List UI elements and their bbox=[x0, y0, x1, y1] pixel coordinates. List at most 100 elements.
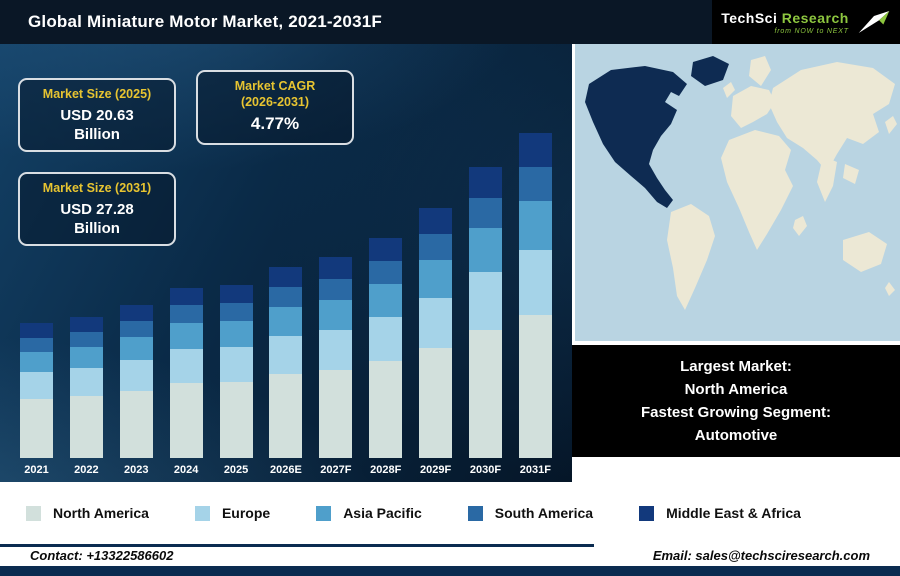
bar-stack bbox=[319, 257, 353, 458]
bar-segment-europe bbox=[20, 372, 53, 399]
map-uk bbox=[723, 82, 735, 98]
bar-segment-south-america bbox=[518, 167, 552, 201]
callout-title-line2: (2026-2031) bbox=[240, 94, 310, 109]
bar-segment-north-america bbox=[219, 382, 253, 458]
legend-label: North America bbox=[53, 505, 149, 521]
bar-segment-north-america bbox=[269, 374, 303, 458]
legend-swatch-asia-pacific bbox=[316, 505, 332, 521]
callout-title: Market Size (2025) bbox=[42, 87, 152, 101]
footer-bar: Contact: +13322586602 Email: sales@techs… bbox=[0, 544, 900, 566]
bar-segment-north-america bbox=[119, 391, 153, 458]
legend-item-north-america: North America bbox=[26, 505, 149, 521]
bar-stack bbox=[469, 167, 503, 458]
bar-segment-south-america bbox=[119, 321, 153, 337]
bar-segment-south-america bbox=[319, 279, 353, 300]
map-europe bbox=[731, 86, 775, 128]
legend-swatch-middle-east-africa bbox=[639, 505, 655, 521]
contact-email: Email: sales@techsciresearch.com bbox=[652, 547, 870, 563]
legend-swatch-south-america bbox=[467, 505, 483, 521]
legend-label: Europe bbox=[221, 505, 271, 521]
callout-market-size-2025: Market Size (2025) USD 20.63 Billion bbox=[18, 78, 176, 152]
bar-segment-south-america bbox=[20, 338, 53, 352]
legend-label: Middle East & Africa bbox=[666, 505, 801, 521]
bar-segment-europe bbox=[469, 272, 503, 330]
bar-segment-europe bbox=[319, 330, 353, 370]
bar-year-label: 2027F bbox=[320, 464, 352, 476]
bar-segment-north-america bbox=[69, 396, 103, 458]
bar-segment-south-america bbox=[369, 261, 403, 284]
bar-2023: 2023 bbox=[119, 305, 153, 478]
bar-segment-europe bbox=[269, 336, 303, 374]
callout-value: 4.77% bbox=[250, 114, 300, 134]
bar-stack bbox=[219, 285, 253, 458]
bar-stack bbox=[20, 323, 53, 458]
bar-year-label: 2021 bbox=[24, 464, 49, 476]
fastest-segment-value: Automotive bbox=[694, 427, 778, 445]
callout-value: USD 20.63 bbox=[60, 106, 134, 124]
bar-segment-north-america bbox=[518, 315, 552, 458]
callout-value: USD 27.28 bbox=[60, 200, 134, 218]
bar-segment-north-america bbox=[319, 370, 353, 458]
bar-year-label: 2028F bbox=[370, 464, 402, 476]
bar-segment-asia-pacific bbox=[269, 307, 303, 336]
bar-stack bbox=[69, 317, 103, 458]
bar-segment-north-america bbox=[169, 383, 203, 458]
map-japan bbox=[885, 116, 897, 134]
bar-stack bbox=[369, 238, 403, 458]
bar-2021: 2021 bbox=[20, 323, 53, 478]
bar-year-label: 2029F bbox=[420, 464, 452, 476]
bar-segment-north-america bbox=[20, 399, 53, 458]
fastest-segment-label: Fastest Growing Segment: bbox=[640, 404, 832, 421]
bar-2024: 2024 bbox=[169, 288, 203, 478]
bar-segment-middle-east-africa bbox=[69, 317, 103, 332]
bar-segment-asia-pacific bbox=[469, 228, 503, 272]
header-bar: Global Miniature Motor Market, 2021-2031… bbox=[0, 0, 900, 44]
footer-divider bbox=[0, 544, 594, 547]
largest-market-value: North America bbox=[684, 380, 788, 398]
bar-segment-middle-east-africa bbox=[119, 305, 153, 321]
bar-segment-south-america bbox=[269, 287, 303, 307]
callout-title-line1: Market CAGR bbox=[234, 79, 316, 93]
bar-segment-europe bbox=[119, 360, 153, 391]
bar-segment-middle-east-africa bbox=[219, 285, 253, 303]
bar-stack bbox=[119, 305, 153, 458]
map-new-zealand bbox=[885, 282, 895, 296]
bar-segment-north-america bbox=[419, 348, 453, 458]
bar-segment-europe bbox=[169, 349, 203, 383]
map-greenland bbox=[691, 56, 729, 86]
bar-2026e: 2026E bbox=[269, 267, 303, 478]
bar-2031f: 2031F bbox=[518, 133, 552, 478]
bar-segment-asia-pacific bbox=[69, 347, 103, 368]
map-asia bbox=[769, 62, 895, 172]
logo-tagline: from NOW to NEXT bbox=[774, 27, 849, 35]
bar-2028f: 2028F bbox=[369, 238, 403, 478]
legend-item-europe: Europe bbox=[194, 505, 271, 521]
bar-segment-north-america bbox=[469, 330, 503, 458]
bar-segment-europe bbox=[219, 347, 253, 382]
legend-item-middle-east-africa: Middle East & Africa bbox=[639, 505, 801, 521]
bar-2030f: 2030F bbox=[469, 167, 503, 478]
bar-segment-asia-pacific bbox=[169, 323, 203, 349]
techsci-logo: TechSci Research from NOW to NEXT bbox=[712, 0, 900, 44]
bar-year-label: 2026E bbox=[270, 464, 302, 476]
callout-unit: Billion bbox=[74, 125, 120, 143]
bar-stack bbox=[419, 208, 453, 458]
largest-market-label: Largest Market: bbox=[680, 357, 792, 375]
legend-item-south-america: South America bbox=[467, 505, 593, 521]
world-map bbox=[575, 44, 900, 341]
map-africa bbox=[721, 130, 793, 250]
bar-segment-asia-pacific bbox=[319, 300, 353, 330]
bar-2022: 2022 bbox=[69, 317, 103, 478]
bar-segment-middle-east-africa bbox=[269, 267, 303, 287]
bar-year-label: 2025 bbox=[223, 464, 249, 476]
map-south-america bbox=[667, 204, 715, 310]
bar-segment-south-america bbox=[219, 303, 253, 321]
legend-item-asia-pacific: Asia Pacific bbox=[316, 505, 422, 521]
bar-year-label: 2031F bbox=[519, 464, 551, 476]
legend-swatch-europe bbox=[194, 505, 210, 521]
logo-brand-secondary: Research bbox=[777, 9, 849, 26]
bar-2025: 2025 bbox=[219, 285, 253, 478]
bar-segment-south-america bbox=[419, 234, 453, 260]
bar-segment-middle-east-africa bbox=[319, 257, 353, 279]
